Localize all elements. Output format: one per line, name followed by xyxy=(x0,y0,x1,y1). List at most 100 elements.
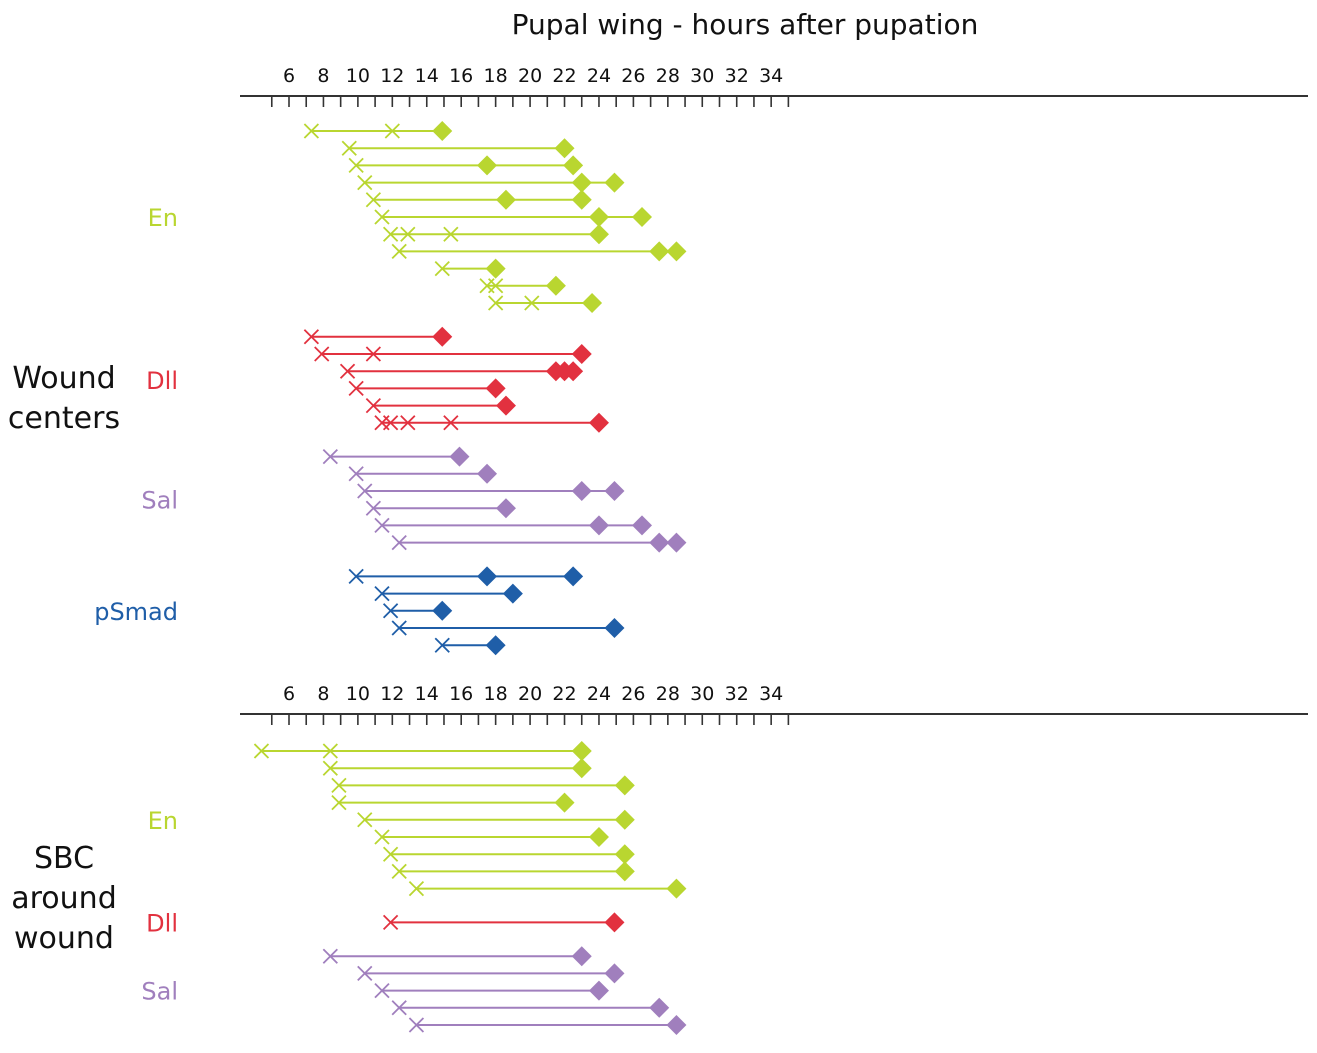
diamond-marker xyxy=(588,412,609,433)
cross-stroke xyxy=(391,1000,407,1016)
cross-marker xyxy=(524,295,540,311)
cross-stroke xyxy=(357,965,373,982)
track-row xyxy=(303,326,453,347)
cross-marker xyxy=(365,192,382,208)
diamond-marker xyxy=(666,878,687,899)
cross-marker xyxy=(322,743,338,759)
cross-marker xyxy=(374,517,390,534)
diamond-marker xyxy=(666,532,687,553)
diamond-marker xyxy=(604,963,625,984)
x-tick-label: 34 xyxy=(759,683,783,705)
cross-stroke xyxy=(488,278,504,294)
x-tick-label: 26 xyxy=(621,65,645,87)
cross-stroke xyxy=(400,415,416,431)
cross-marker xyxy=(408,1017,425,1033)
panel-label-line: Wound xyxy=(12,361,115,396)
cross-marker xyxy=(303,123,320,139)
diamond-marker xyxy=(495,395,516,416)
diamond-marker xyxy=(604,172,625,193)
cross-marker xyxy=(400,415,416,431)
cross-marker xyxy=(443,415,459,431)
panel-label-line: wound xyxy=(14,921,114,956)
x-tick-label: 28 xyxy=(656,65,680,87)
cross-stroke xyxy=(434,260,450,277)
track-row xyxy=(391,532,687,553)
diamond-marker xyxy=(571,189,592,210)
cross-marker xyxy=(488,295,504,311)
cross-stroke xyxy=(303,329,320,345)
cross-marker xyxy=(303,329,320,345)
cross-marker xyxy=(365,346,382,362)
track-row xyxy=(303,121,453,141)
cross-marker xyxy=(374,982,390,999)
diamond-marker xyxy=(604,481,625,501)
cross-stroke xyxy=(382,415,399,431)
cross-stroke xyxy=(365,346,382,362)
diamond-marker xyxy=(495,498,516,519)
track-row xyxy=(434,635,506,656)
cross-stroke xyxy=(374,829,390,845)
cross-marker xyxy=(348,157,364,174)
diamond-marker xyxy=(588,515,609,536)
panel-label-line: SBC xyxy=(34,841,94,876)
panel-label: Wound centers xyxy=(8,361,120,436)
track-row xyxy=(391,618,625,638)
cross-marker xyxy=(348,380,364,397)
x-tick-label: 6 xyxy=(283,65,295,87)
x-tick-label: 32 xyxy=(725,65,749,87)
diamond-marker xyxy=(432,121,453,141)
cross-stroke xyxy=(382,914,399,931)
diamond-marker xyxy=(588,207,609,227)
cross-marker xyxy=(314,346,330,362)
cross-marker xyxy=(331,794,347,811)
track-row xyxy=(488,293,603,313)
cross-stroke xyxy=(408,880,425,897)
cross-stroke xyxy=(374,209,390,225)
cross-stroke xyxy=(384,123,400,139)
cross-marker xyxy=(382,914,399,931)
cross-marker xyxy=(348,466,364,482)
x-tick-label: 10 xyxy=(346,65,370,87)
x-tick-label: 14 xyxy=(415,65,439,87)
cross-marker xyxy=(443,226,459,242)
cross-marker xyxy=(400,226,416,242)
cross-stroke xyxy=(391,620,407,636)
x-tick-label: 28 xyxy=(656,683,680,705)
cross-marker xyxy=(382,226,399,242)
cross-stroke xyxy=(382,603,399,619)
cross-stroke xyxy=(357,812,373,828)
x-tick-label: 14 xyxy=(415,683,439,705)
diamond-marker xyxy=(563,566,584,587)
cross-marker xyxy=(374,829,390,845)
cross-marker xyxy=(391,534,407,551)
track-row xyxy=(391,997,670,1018)
x-tick-label: 34 xyxy=(759,65,783,87)
cross-marker xyxy=(382,846,399,862)
cross-stroke xyxy=(357,174,373,191)
group-label: En xyxy=(148,807,178,835)
cross-stroke xyxy=(341,140,357,156)
panel-label-line: around xyxy=(11,881,116,916)
diamond-marker xyxy=(554,138,575,159)
x-tick-label: 22 xyxy=(552,683,576,705)
cross-stroke xyxy=(348,380,364,397)
diamond-marker xyxy=(571,741,592,761)
cross-marker xyxy=(374,209,390,225)
axes-layer: 6 8 10 12 14 16 18 20 22 24 26 28 30 32 346 8 10 12 14 16 18… xyxy=(240,65,1308,725)
diamond-marker xyxy=(614,861,635,882)
track-row xyxy=(348,155,584,176)
track-row xyxy=(408,878,687,899)
diamond-marker xyxy=(588,827,609,847)
track-row xyxy=(348,566,584,587)
diamond-marker xyxy=(554,792,575,813)
track-row xyxy=(382,844,635,865)
track-row xyxy=(374,827,609,847)
cross-marker xyxy=(365,500,382,516)
diamond-marker xyxy=(545,275,566,296)
diamond-marker xyxy=(571,481,592,501)
cross-stroke xyxy=(365,192,382,208)
cross-stroke xyxy=(322,743,338,759)
cross-stroke xyxy=(443,226,459,242)
track-row xyxy=(331,775,635,796)
